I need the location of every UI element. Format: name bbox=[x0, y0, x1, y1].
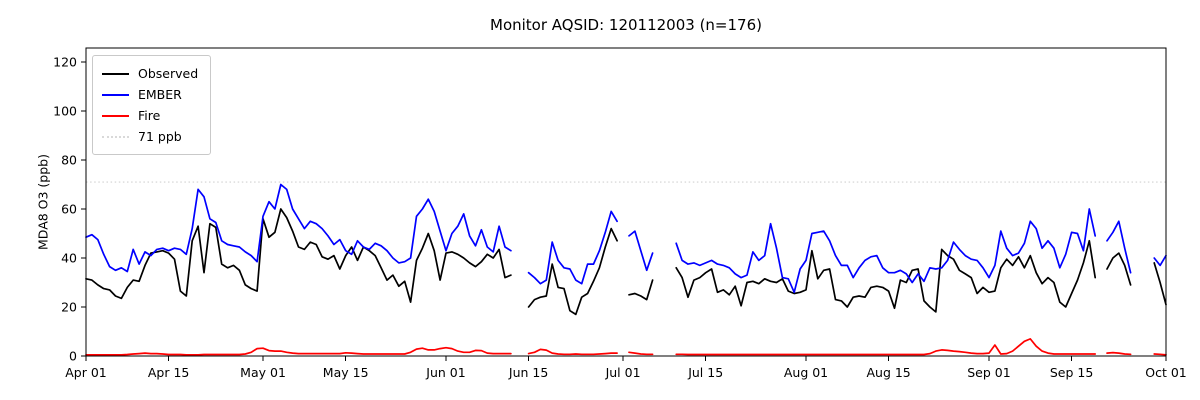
legend-line-sample bbox=[102, 93, 129, 96]
fire-line bbox=[1153, 353, 1167, 356]
y-tick-label: 20 bbox=[61, 299, 77, 314]
x-tick-label: Jun 15 bbox=[508, 365, 548, 380]
x-tick-label: Oct 01 bbox=[1145, 365, 1187, 380]
y-tick-label: 120 bbox=[53, 54, 77, 69]
legend: Observed EMBER Fire 71 ppb bbox=[92, 55, 212, 155]
fire-line bbox=[527, 348, 618, 356]
x-tick-label: May 01 bbox=[240, 365, 286, 380]
legend-item-ember: EMBER bbox=[102, 84, 198, 105]
legend-label: Fire bbox=[138, 107, 161, 123]
ember-line bbox=[1153, 254, 1167, 267]
fire-line bbox=[1106, 351, 1132, 356]
ember-line bbox=[628, 230, 654, 272]
x-tick-label: Jul 15 bbox=[687, 365, 723, 380]
legend-label: 71 ppb bbox=[138, 128, 182, 144]
observed-line bbox=[675, 239, 1097, 313]
observed-line bbox=[1153, 262, 1167, 306]
y-tick-label: 40 bbox=[61, 250, 77, 265]
legend-line-sample bbox=[102, 114, 129, 117]
y-tick-label: 0 bbox=[69, 348, 77, 363]
ember-line bbox=[527, 210, 618, 285]
x-tick-label: Apr 15 bbox=[148, 365, 190, 380]
legend-line-sample bbox=[102, 135, 129, 138]
fire-line bbox=[85, 346, 512, 356]
y-axis-label: MDA8 O3 (ppb) bbox=[35, 154, 51, 250]
plot-border bbox=[85, 47, 1167, 357]
x-tick-label: May 15 bbox=[323, 365, 369, 380]
y-tick-label: 60 bbox=[61, 201, 77, 216]
observed-line bbox=[85, 208, 512, 303]
x-tick-label: Aug 15 bbox=[866, 365, 910, 380]
chart-title: Monitor AQSID: 120112003 (n=176) bbox=[490, 16, 762, 34]
x-tick-label: Sep 01 bbox=[967, 365, 1010, 380]
observed-line bbox=[527, 227, 618, 316]
ember-line bbox=[85, 183, 512, 273]
legend-label: Observed bbox=[138, 65, 199, 81]
observed-line bbox=[1106, 252, 1132, 286]
legend-item-fire: Fire bbox=[102, 105, 198, 126]
x-tick-label: Jun 01 bbox=[425, 365, 465, 380]
y-tick-label: 80 bbox=[61, 152, 77, 167]
legend-item-71-ppb: 71 ppb bbox=[102, 126, 198, 147]
ember-line bbox=[1106, 220, 1132, 274]
legend-label: EMBER bbox=[138, 86, 182, 102]
fire-line bbox=[675, 338, 1097, 356]
fire-line bbox=[628, 351, 654, 356]
ember-line bbox=[675, 208, 1097, 294]
x-tick-label: Aug 01 bbox=[784, 365, 828, 380]
x-tick-label: Jul 01 bbox=[605, 365, 641, 380]
legend-line-sample bbox=[102, 72, 129, 75]
y-tick-label: 100 bbox=[53, 103, 77, 118]
x-tick-label: Sep 15 bbox=[1050, 365, 1093, 380]
observed-line bbox=[628, 279, 654, 301]
legend-item-observed: Observed bbox=[102, 63, 198, 84]
x-tick-label: Apr 01 bbox=[65, 365, 107, 380]
